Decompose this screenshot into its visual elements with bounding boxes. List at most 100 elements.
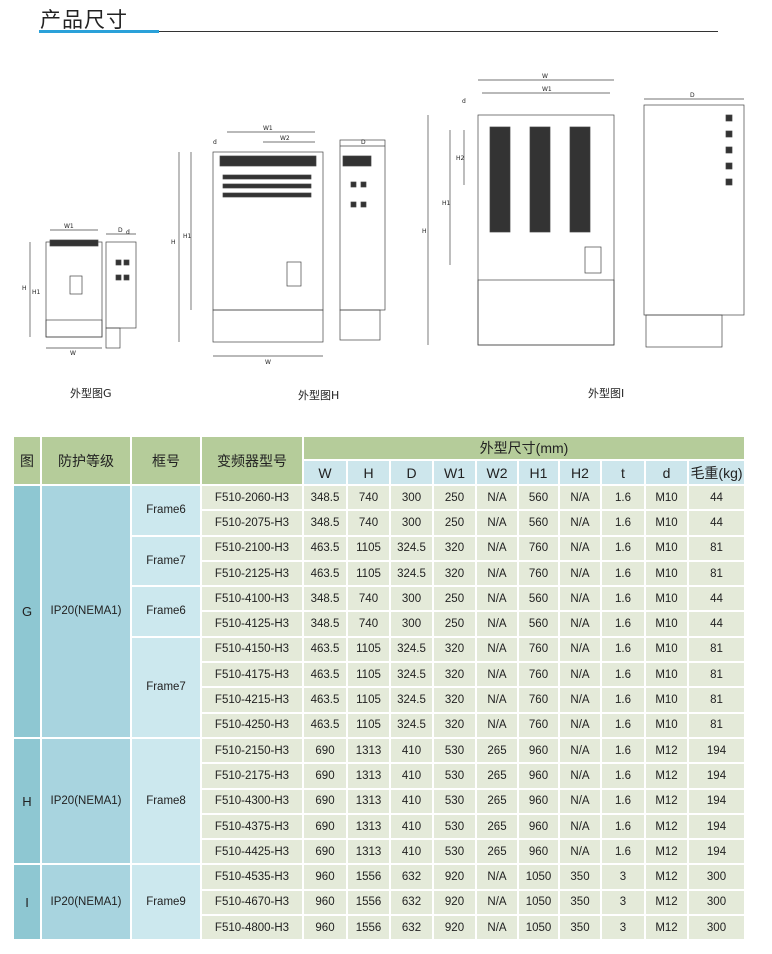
value-cell: 463.5 [304,561,346,586]
value-cell: 1.6 [602,840,644,864]
value-cell: 3 [602,916,644,940]
value-cell: 348.5 [304,511,346,535]
value-cell: 560 [519,612,558,636]
header-col: 毛重(kg) [689,461,744,484]
value-cell: 1.6 [602,789,644,813]
value-cell: 81 [689,663,744,687]
value-cell: M12 [646,814,687,839]
value-cell: 250 [434,612,475,636]
value-cell: M12 [646,840,687,864]
value-cell: N/A [477,511,517,535]
value-cell: 350 [560,865,600,889]
value-cell: 350 [560,890,600,915]
protection-cell: IP20(NEMA1) [42,865,130,940]
model-cell: F510-4125-H3 [202,612,302,636]
value-cell: N/A [477,612,517,636]
value-cell: M12 [646,738,687,763]
fig-cell: I [14,865,40,940]
value-cell: 760 [519,637,558,662]
value-cell: N/A [477,890,517,915]
value-cell: 463.5 [304,663,346,687]
value-cell: 194 [689,764,744,788]
value-cell: N/A [560,738,600,763]
table-row: H IP20(NEMA1) Frame8 F510-2150-H3 690 1313 410… [14,738,744,864]
value-cell: 194 [689,738,744,763]
model-cell: F510-4535-H3 [202,865,302,889]
value-cell: N/A [560,688,600,712]
dim-label: W1 [64,223,74,230]
table-row: F510-4800-H3 960 1556 632 920 N/A 1050 350 3 M12 3… [14,916,744,940]
model-cell: F510-4300-H3 [202,789,302,813]
value-cell: 1105 [348,713,389,737]
value-cell: 44 [689,511,744,535]
header-col: H [348,461,389,484]
value-cell: N/A [560,789,600,813]
value-cell: N/A [477,713,517,737]
value-cell: 300 [391,587,432,611]
value-cell: N/A [560,663,600,687]
header-frame: 框号 [132,437,200,484]
value-cell: N/A [560,561,600,586]
value-cell: 530 [434,789,475,813]
value-cell: N/A [477,561,517,586]
value-cell: 920 [434,865,475,889]
value-cell: 320 [434,637,475,662]
value-cell: M10 [646,688,687,712]
value-cell: M12 [646,890,687,915]
value-cell: 1313 [348,764,389,788]
value-cell: 1.6 [602,814,644,839]
value-cell: 194 [689,789,744,813]
value-cell: N/A [477,637,517,662]
value-cell: N/A [560,840,600,864]
header-model: 变频器型号 [202,437,302,484]
table-row: F510-4125-H3 348.5 740 300 250 N/A 560 N/A 1.6 M1… [14,612,744,636]
value-cell: 690 [304,814,346,839]
dim-label: H [22,285,27,292]
value-cell: 632 [391,916,432,940]
value-cell: 320 [434,663,475,687]
model-cell: F510-4425-H3 [202,840,302,864]
value-cell: 740 [348,612,389,636]
value-cell: 690 [304,789,346,813]
header-fig: 图 [14,437,40,484]
value-cell: M12 [646,789,687,813]
value-cell: M10 [646,511,687,535]
value-cell: N/A [477,663,517,687]
value-cell: M10 [646,612,687,636]
value-cell: 740 [348,587,389,611]
table-row: Frame7 F510-4150-H3 463.5 1105 324.5 320 N/A 76… [14,637,744,737]
dim-label: H1 [32,289,41,296]
value-cell: 265 [477,814,517,839]
value-cell: 1.6 [602,536,644,560]
value-cell: 265 [477,840,517,864]
dim-label: D [690,92,695,99]
value-cell: 760 [519,536,558,560]
model-cell: F510-4670-H3 [202,890,302,915]
value-cell: 1050 [519,916,558,940]
model-cell: F510-2060-H3 [202,486,302,510]
value-cell: 1105 [348,536,389,560]
value-cell: 560 [519,587,558,611]
header-col: H1 [519,461,558,484]
value-cell: 760 [519,713,558,737]
value-cell: 920 [434,890,475,915]
dim-label: D [361,139,366,146]
table-row: F510-4670-H3 960 1556 632 920 N/A 1050 350 3 M12 3… [14,890,744,915]
table-row: G IP20(NEMA1) Frame6 F510-2060-H3 348.5 740 30… [14,486,744,737]
dim-label: W [542,73,548,80]
section-title: 产品尺寸 [40,8,128,32]
header-col: W [304,461,346,484]
value-cell: N/A [560,612,600,636]
value-cell: 265 [477,764,517,788]
model-cell: F510-2075-H3 [202,511,302,535]
model-cell: F510-2175-H3 [202,764,302,788]
value-cell: M12 [646,865,687,889]
model-cell: F510-4800-H3 [202,916,302,940]
dim-label: W2 [280,135,290,142]
dim-label: W1 [542,86,552,93]
value-cell: 324.5 [391,637,432,662]
dim-label: H1 [442,200,451,207]
value-cell: 1.6 [602,713,644,737]
value-cell: 530 [434,738,475,763]
value-cell: 81 [689,561,744,586]
